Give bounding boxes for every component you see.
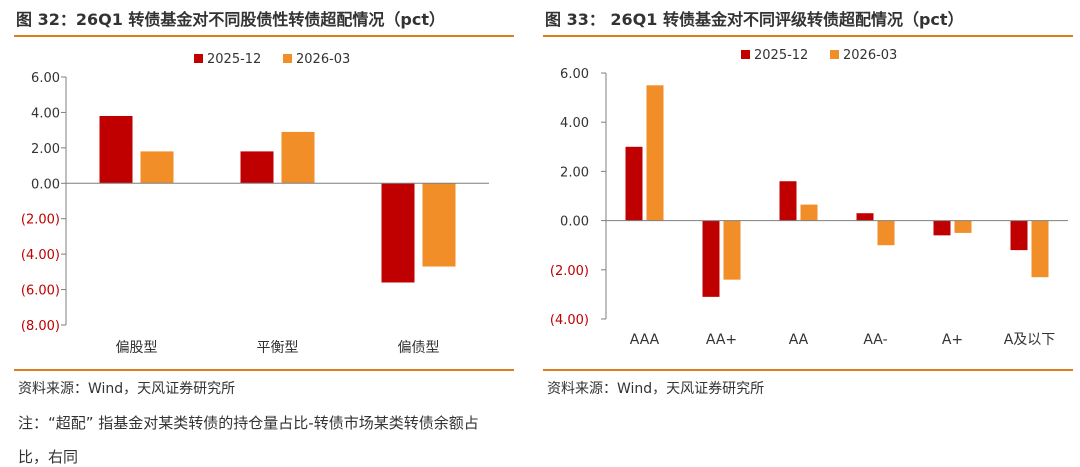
y-tick-label: 0.00 [31,177,60,192]
x-category-label: A及以下 [1004,332,1056,348]
bar-2025-12 [933,220,951,236]
y-tick-label: 2.00 [560,165,589,180]
x-category-label: 平衡型 [257,340,299,356]
bar-2025-12 [1010,220,1028,251]
legend-swatch [283,54,292,63]
chart-title: 图 32：26Q1 转债基金对不同股债性转债超配情况（pct） [16,10,445,29]
bar-2026-03 [954,220,972,233]
y-tick-label: (6.00) [21,284,60,299]
legend-label: 2025-12 [754,48,808,63]
x-category-label: AA+ [706,332,737,348]
bar-2025-12 [856,213,874,221]
legend-swatch [741,50,750,59]
bar-2025-12 [240,151,274,184]
bar-2026-03 [646,85,664,221]
bar-2026-03 [877,220,895,246]
footnote-line-2: 比，右同 [18,448,79,466]
legend-label: 2026-03 [296,52,350,67]
x-category-label: AA- [863,332,887,348]
bar-2025-12 [702,220,720,297]
bar-chart-right: 6.00 4.00 2.00 0.00 (2.00) (4.00) AAA AA+ AA AA- A… [550,48,1068,348]
y-tick-label: (8.00) [21,319,60,334]
y-tick-label: 4.00 [31,106,60,121]
y-tick-label: (4.00) [21,248,60,263]
source-rule [14,369,514,371]
y-tick-label: (2.00) [550,264,589,279]
legend-swatch [194,54,203,63]
title-rule [543,35,1073,37]
bar-2026-03 [723,220,741,280]
bar-2026-03 [422,183,456,267]
source-text: 资料来源：Wind，天风证券研究所 [18,381,236,397]
source-rule [543,369,1073,371]
bar-2025-12 [99,115,133,184]
x-category-label: 偏股型 [116,340,158,356]
x-category-label: AA [789,332,809,348]
bar-2025-12 [779,181,797,221]
source-text: 资料来源：Wind，天风证券研究所 [547,381,765,397]
x-category-label: A+ [942,332,963,348]
y-tick-label: 0.00 [560,215,589,230]
bar-2026-03 [281,131,315,184]
footnote-line-1: 注：“超配” 指基金对某类转债的持仓量占比-转债市场某类转债余额占 [18,414,479,432]
x-category-label: 偏债型 [398,340,440,356]
bar-chart-left: 6.00 4.00 2.00 0.00 (2.00) (4.00) (6.00) (8.00)… [21,52,489,356]
legend-label: 2026-03 [843,48,897,63]
y-tick-label: 2.00 [31,142,60,157]
bar-2026-03 [140,151,174,184]
y-tick-label: (2.00) [21,213,60,228]
legend-label: 2025-12 [207,52,261,67]
bar-2025-12 [625,146,643,221]
y-tick-label: 4.00 [560,116,589,131]
y-tick-label: 6.00 [560,67,589,82]
y-tick-label: (4.00) [550,313,589,328]
y-tick-label: 6.00 [31,71,60,86]
x-category-label: AAA [630,332,660,348]
bar-2026-03 [800,204,818,221]
legend-swatch [830,50,839,59]
bar-2025-12 [381,183,415,283]
title-rule [14,35,514,37]
chart-title: 图 33： 26Q1 转债基金对不同评级转债超配情况（pct） [545,10,964,29]
bar-2026-03 [1031,220,1049,278]
